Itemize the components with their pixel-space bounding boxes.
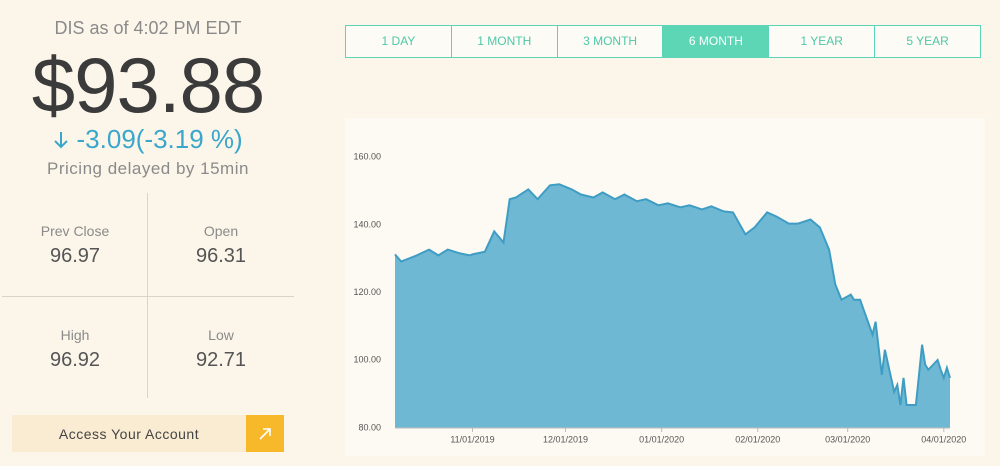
y-tick-label: 160.00	[353, 152, 381, 162]
x-tick-label: 04/01/2020	[921, 434, 966, 444]
range-tab[interactable]: 3 MONTH	[557, 26, 664, 57]
stat: High 96.92	[2, 327, 148, 372]
stat-value: 96.92	[49, 349, 101, 371]
button-label: Access Your Account	[58, 426, 200, 442]
range-tab[interactable]: 1 YEAR	[769, 26, 876, 57]
divider	[147, 193, 148, 398]
stat-value: 96.31	[195, 245, 247, 267]
stat: Open 96.31	[148, 223, 294, 268]
change-value: -3.09	[76, 124, 136, 154]
x-tick-label: 11/01/2019	[450, 434, 494, 444]
range-tab[interactable]: 5 YEAR	[875, 26, 980, 57]
y-tick-label: 100.00	[353, 355, 381, 365]
y-tick-label: 120.00	[353, 287, 381, 297]
down-arrow	[54, 132, 68, 149]
divider	[2, 296, 294, 297]
x-tick-label: 12/01/2019	[543, 434, 588, 444]
x-tick-label: 03/01/2020	[825, 434, 870, 444]
stat: Prev Close 96.97	[2, 223, 148, 268]
arrow-icon	[259, 428, 271, 440]
change-pct: (-3.19 %)	[135, 124, 243, 154]
change: -3.09(-3.19 %)	[0, 124, 296, 155]
y-tick-label: 140.00	[353, 219, 381, 229]
ticker-line: DIS as of 4:02 PM EDT	[54, 18, 242, 38]
stat-value: 92.71	[195, 349, 247, 371]
button-icon	[246, 415, 284, 452]
area	[395, 184, 950, 428]
delay-note: Pricing delayed by 15min	[47, 159, 249, 178]
stat-label: Open	[203, 223, 239, 239]
line	[394, 183, 951, 406]
x-tick-label: 02/01/2020	[735, 434, 780, 444]
range-tabs: 1 DAY 1 MONTH 3 MONTH 6 MONTH 1 YEAR 5 YEAR	[345, 25, 981, 58]
stat-label: Low	[208, 327, 234, 343]
stat: Low 92.71	[148, 327, 294, 372]
y-tick-label: 80.00	[358, 422, 381, 432]
range-tab[interactable]: 1 DAY	[346, 26, 452, 57]
price: $93.88	[31, 41, 266, 129]
stat-label: Prev Close	[40, 223, 110, 239]
range-tab[interactable]: 1 MONTH	[451, 26, 558, 57]
chart: 80.00 100.00 120.00 140.00 160.00 11/01/2019 1…	[345, 118, 985, 456]
stat-value: 96.97	[49, 245, 101, 267]
range-tab[interactable]: 6 MONTH	[663, 26, 770, 57]
x-tick-label: 01/01/2020	[639, 434, 684, 444]
stat-label: High	[60, 327, 90, 343]
account-button[interactable]: Access Your Account	[12, 415, 284, 452]
